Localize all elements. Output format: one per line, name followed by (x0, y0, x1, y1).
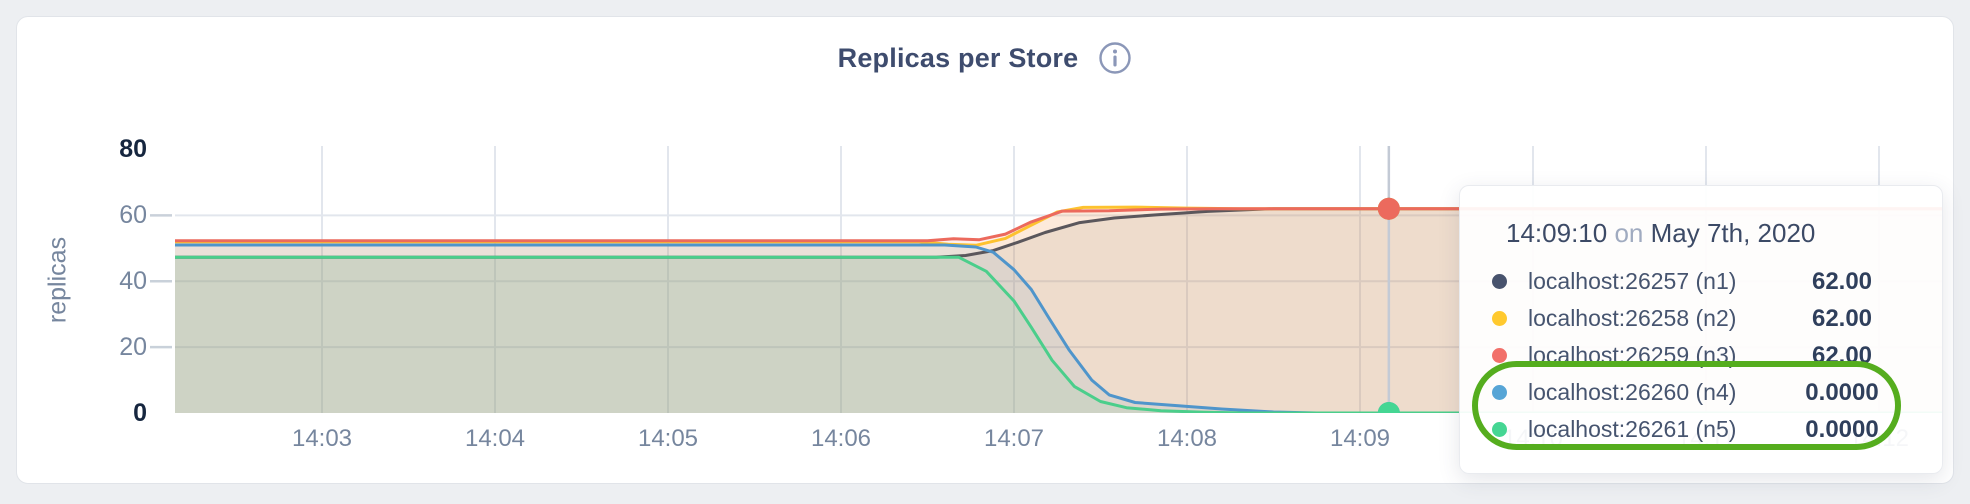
tooltip-series-value: 0.0000 (1805, 378, 1879, 406)
x-tick-label-14:06: 14:06 (810, 425, 872, 452)
tooltip-date: May 7th, 2020 (1650, 218, 1816, 248)
page-title: Replicas per Store (837, 42, 1079, 73)
series-dot-icon (1492, 348, 1507, 363)
series-dot-icon (1492, 274, 1507, 289)
x-tick-label-14:08: 14:08 (1156, 425, 1218, 452)
tooltip-series-value: 0.0000 (1805, 415, 1879, 443)
hover-dot (1377, 197, 1400, 220)
series-line-localhost:26259 (n3)[interactable] (175, 207, 1948, 243)
x-tick-label-14:05: 14:05 (637, 425, 699, 452)
series-dot-icon (1492, 385, 1507, 400)
x-tick-label-14:07: 14:07 (983, 425, 1045, 452)
tooltip-row: localhost:26260 (n4) 0.0000 (1492, 374, 1922, 411)
tooltip-row: localhost:26258 (n2) 62.00 (1492, 300, 1922, 337)
tooltip-series-label: localhost:26260 (n4) (1528, 379, 1737, 405)
x-tick-label-14:09: 14:09 (1329, 425, 1391, 452)
tooltip-row: localhost:26259 (n3) 62.00 (1492, 337, 1922, 374)
x-tick-label-14:04: 14:04 (464, 425, 526, 452)
y-tick-label-80: 80 (119, 135, 147, 164)
y-tick-label-20: 20 (119, 333, 147, 362)
tooltip-time: 14:09:10 (1506, 218, 1608, 248)
hover-dot (1377, 402, 1400, 413)
chart-header: Replicas per Store (0, 40, 1970, 76)
series-dot-icon (1492, 311, 1507, 326)
series-area-localhost:26261 (n5) (175, 257, 1943, 413)
x-tick-label-14:03: 14:03 (291, 425, 353, 452)
tooltip-row: localhost:26261 (n5) 0.0000 (1492, 411, 1922, 448)
tooltip-row: localhost:26257 (n1) 62.00 (1492, 263, 1922, 300)
series-line-localhost:26260 (n4)[interactable] (175, 243, 1948, 413)
tooltip-timestamp: 14:09:10 on May 7th, 2020 (1506, 216, 1922, 250)
tooltip-series-label: localhost:26259 (n3) (1528, 342, 1737, 368)
tooltip-series-value: 62.00 (1811, 304, 1873, 332)
tooltip-series-value: 62.00 (1811, 267, 1873, 295)
info-icon[interactable] (1098, 41, 1132, 75)
y-tick-label-40: 40 (119, 267, 147, 296)
tooltip-on-word: on (1614, 218, 1644, 248)
tooltip-series-value: 62.00 (1811, 341, 1873, 369)
y-tick-label-0: 0 (133, 399, 147, 427)
series-dot-icon (1492, 422, 1507, 437)
tooltip-rows: localhost:26257 (n1) 62.00 localhost:26258… (1492, 263, 1922, 448)
chart-tooltip: 14:09:10 on May 7th, 2020 localhost:2625… (1459, 185, 1943, 474)
hover-dots (1377, 197, 1400, 413)
series-line-localhost:26261 (n5)[interactable] (175, 255, 1948, 413)
tooltip-series-label: localhost:26258 (n2) (1528, 305, 1737, 331)
y-tick-label-60: 60 (119, 201, 147, 230)
series-lines (175, 205, 1948, 413)
series-area-localhost:26260 (n4) (175, 245, 1943, 413)
tooltip-series-label: localhost:26261 (n5) (1528, 416, 1737, 442)
tooltip-series-label: localhost:26257 (n1) (1528, 268, 1737, 294)
series-line-localhost:26257 (n1)[interactable] (175, 207, 1948, 259)
